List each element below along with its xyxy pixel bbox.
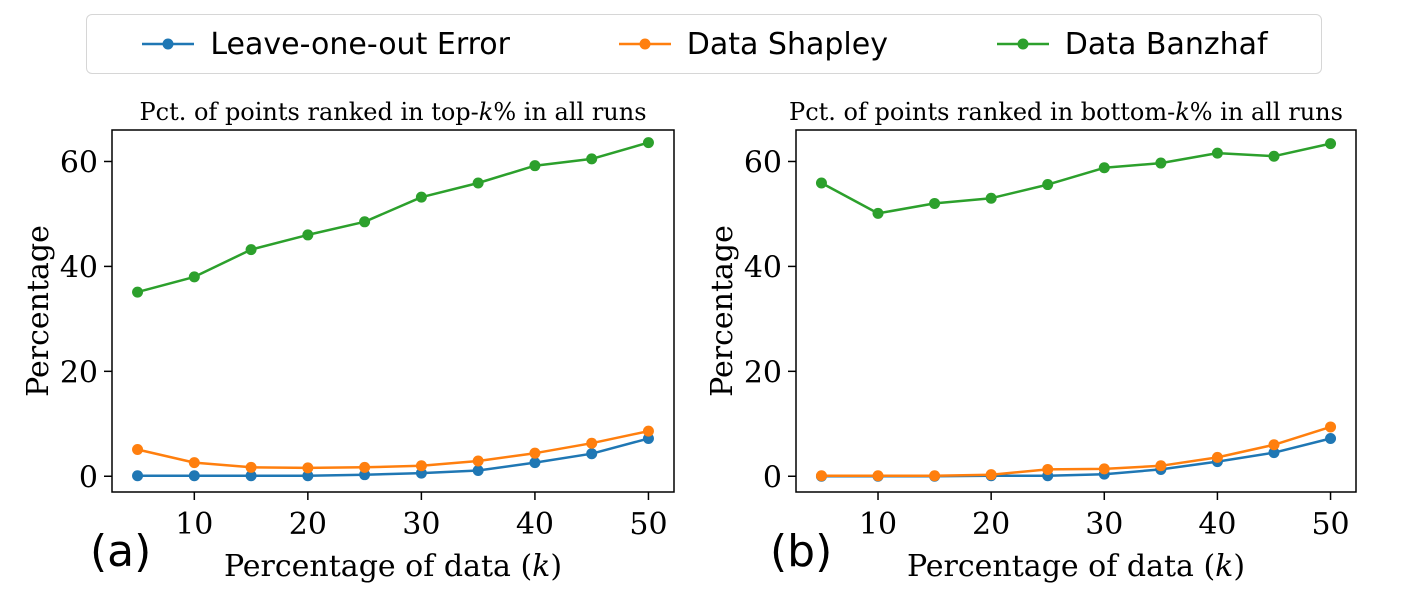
x-tick-label-a-50: 50 bbox=[629, 507, 667, 542]
data-point-a-data-shapley-45 bbox=[586, 437, 598, 449]
data-point-b-data-shapley-40 bbox=[1211, 451, 1223, 463]
data-point-b-data-shapley-15 bbox=[929, 470, 941, 482]
y-tick-label-a-20: 20 bbox=[60, 355, 98, 390]
legend-label-loo: Leave-one-out Error bbox=[210, 26, 510, 62]
legend-item-loo: Leave-one-out Error bbox=[140, 27, 510, 62]
x-tick-label-a-10: 10 bbox=[175, 507, 213, 542]
data-point-a-data-shapley-10 bbox=[188, 457, 200, 469]
series-line-a-data-shapley bbox=[137, 429, 649, 470]
data-point-a-leave-one-out-error-45 bbox=[586, 448, 598, 460]
legend-marker-banzhaf bbox=[996, 38, 1049, 50]
panel-label-a: (a) bbox=[90, 526, 152, 577]
y-tick-label-b-60: 60 bbox=[744, 145, 782, 180]
plot-frame-b bbox=[795, 129, 1357, 493]
data-point-a-leave-one-out-error-10 bbox=[188, 470, 200, 482]
data-point-a-data-banzhaf-15 bbox=[245, 244, 257, 256]
data-point-b-data-banzhaf-40 bbox=[1211, 147, 1223, 159]
data-point-b-data-shapley-50 bbox=[1325, 421, 1337, 433]
data-point-a-data-banzhaf-25 bbox=[359, 216, 371, 228]
legend: Leave-one-out Error Data Shapley Data Ba… bbox=[86, 14, 1322, 74]
data-point-a-data-shapley-15 bbox=[245, 461, 257, 473]
y-tick-label-b-40: 40 bbox=[744, 250, 782, 285]
y-tick-label-b-20: 20 bbox=[744, 355, 782, 390]
data-point-b-data-banzhaf-5 bbox=[815, 177, 827, 189]
data-point-b-data-shapley-25 bbox=[1042, 463, 1054, 475]
data-point-a-data-banzhaf-45 bbox=[586, 153, 598, 165]
data-point-b-data-banzhaf-30 bbox=[1098, 162, 1110, 174]
data-point-a-data-shapley-20 bbox=[302, 462, 314, 474]
x-tick-label-b-50: 50 bbox=[1311, 507, 1349, 542]
data-point-a-data-banzhaf-50 bbox=[642, 137, 654, 149]
legend-item-shapley: Data Shapley bbox=[617, 27, 888, 62]
series-line-b-data-banzhaf bbox=[820, 142, 1331, 215]
x-tick-label-a-30: 30 bbox=[402, 507, 440, 542]
data-point-b-data-shapley-35 bbox=[1155, 460, 1167, 472]
data-point-b-data-shapley-5 bbox=[815, 470, 827, 482]
x-tick-label-b-40: 40 bbox=[1198, 507, 1236, 542]
x-tick-label-a-40: 40 bbox=[516, 507, 554, 542]
data-point-b-data-shapley-20 bbox=[985, 469, 997, 481]
x-tick-label-b-10: 10 bbox=[859, 507, 897, 542]
data-point-a-data-shapley-35 bbox=[472, 455, 484, 467]
data-point-a-leave-one-out-error-5 bbox=[132, 470, 144, 482]
y-axis-label-b: Percentage bbox=[705, 225, 740, 397]
data-point-a-data-banzhaf-40 bbox=[529, 160, 541, 172]
data-point-a-data-banzhaf-5 bbox=[132, 286, 144, 298]
chart-title-b: Pct. of points ranked in bottom-k% in al… bbox=[789, 98, 1343, 126]
y-tick-label-b-0: 0 bbox=[763, 460, 782, 495]
y-tick-label-a-60: 60 bbox=[60, 145, 98, 180]
legend-label-shapley: Data Shapley bbox=[686, 26, 888, 62]
data-point-a-data-shapley-40 bbox=[529, 447, 541, 459]
data-point-b-data-shapley-10 bbox=[872, 470, 884, 482]
x-tick-label-b-20: 20 bbox=[972, 507, 1010, 542]
series-line-a-leave-one-out-error bbox=[137, 437, 649, 477]
data-point-b-data-shapley-45 bbox=[1268, 439, 1280, 451]
data-point-b-data-banzhaf-10 bbox=[872, 207, 884, 219]
data-point-a-data-shapley-30 bbox=[415, 460, 427, 472]
x-axis-label-a: Percentage of data (k) bbox=[224, 549, 562, 584]
data-point-b-data-banzhaf-20 bbox=[985, 192, 997, 204]
series-line-b-leave-one-out-error bbox=[821, 437, 1331, 478]
data-point-a-data-banzhaf-30 bbox=[415, 191, 427, 203]
data-point-b-data-banzhaf-15 bbox=[929, 197, 941, 209]
data-point-b-data-banzhaf-45 bbox=[1268, 150, 1280, 162]
chart-title-a: Pct. of points ranked in top-k% in all r… bbox=[139, 98, 646, 126]
data-point-a-data-banzhaf-10 bbox=[188, 271, 200, 283]
legend-label-banzhaf: Data Banzhaf bbox=[1064, 26, 1268, 62]
data-point-a-leave-one-out-error-40 bbox=[529, 457, 541, 469]
series-line-a-data-banzhaf bbox=[137, 141, 649, 294]
data-point-a-data-shapley-5 bbox=[132, 444, 144, 456]
data-point-a-data-banzhaf-35 bbox=[472, 177, 484, 189]
data-point-b-leave-one-out-error-45 bbox=[1268, 447, 1280, 459]
legend-item-banzhaf: Data Banzhaf bbox=[995, 27, 1268, 62]
data-point-b-data-banzhaf-35 bbox=[1155, 157, 1167, 169]
data-point-a-leave-one-out-error-20 bbox=[302, 470, 314, 482]
data-point-b-data-banzhaf-50 bbox=[1325, 138, 1337, 150]
panel-label-b: (b) bbox=[770, 526, 833, 577]
data-point-b-data-banzhaf-25 bbox=[1042, 179, 1054, 191]
data-point-a-data-shapley-25 bbox=[359, 461, 371, 473]
chart-a: Pct. of points ranked in top-k% in all r… bbox=[21, 98, 675, 584]
data-point-a-leave-one-out-error-15 bbox=[245, 470, 257, 482]
y-tick-label-a-0: 0 bbox=[79, 460, 98, 495]
data-point-a-data-banzhaf-20 bbox=[302, 229, 314, 241]
y-axis-label-a: Percentage bbox=[21, 225, 56, 397]
x-tick-label-a-20: 20 bbox=[289, 507, 327, 542]
data-point-b-data-shapley-30 bbox=[1098, 463, 1110, 475]
plot-frame-a bbox=[111, 129, 675, 493]
x-axis-label-b: Percentage of data (k) bbox=[907, 549, 1245, 584]
y-tick-label-a-40: 40 bbox=[60, 250, 98, 285]
legend-marker-loo bbox=[142, 38, 195, 50]
series-line-b-data-shapley bbox=[821, 425, 1331, 477]
data-point-a-data-shapley-50 bbox=[642, 425, 654, 437]
data-point-b-leave-one-out-error-50 bbox=[1325, 432, 1337, 444]
x-tick-label-b-30: 30 bbox=[1085, 507, 1123, 542]
data-point-a-leave-one-out-error-35 bbox=[472, 464, 484, 476]
legend-marker-shapley bbox=[618, 38, 671, 50]
